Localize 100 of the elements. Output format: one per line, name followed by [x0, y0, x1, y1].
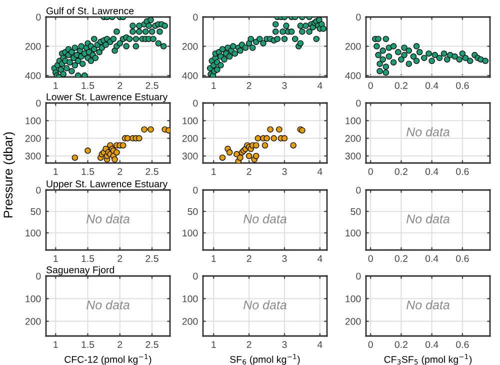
x-tick-label: 0: [368, 168, 373, 175]
x-tick-label: 2: [118, 168, 122, 175]
x-tick-label: 4: [317, 341, 322, 348]
x-tick-label: 2: [246, 341, 252, 348]
x-tick-label: 2.5: [146, 168, 158, 175]
x-tick-label: 2: [246, 82, 252, 89]
y-tick-label: 0: [193, 186, 198, 194]
x-tick-label: 0.2: [394, 168, 408, 175]
y-tick-label: 100: [182, 230, 198, 236]
y-tick-label: 0: [193, 14, 198, 21]
x-tick-label: 1: [54, 168, 58, 175]
y-tick-label: 400: [25, 72, 41, 80]
y-tick-label: 50: [188, 208, 198, 216]
y-tick-label: 0: [193, 100, 198, 107]
y-tick-label: 100: [346, 117, 361, 124]
y-tick-label: 200: [345, 135, 361, 142]
x-tick-label: 2.5: [146, 255, 158, 262]
x-tick-label: 0: [368, 341, 373, 348]
x-tick-label: 1.5: [82, 341, 94, 348]
x-tick-label: 3: [282, 255, 287, 262]
x-tick-label: 0.4: [425, 255, 438, 262]
x-tick-label: 4: [317, 168, 322, 175]
x-tick-label: 1: [54, 341, 58, 348]
x-tick-label: 2: [246, 255, 252, 262]
x-tick-label: 0.4: [425, 168, 438, 175]
y-tick-label: 0: [193, 272, 198, 280]
x-tick-label: 4: [317, 82, 322, 89]
y-tick-label: 200: [25, 135, 41, 142]
x-tick-label: 2: [246, 168, 252, 175]
y-tick-label: 100: [182, 117, 198, 124]
y-tick-label: 0: [36, 14, 41, 21]
y-tick-label: 200: [345, 318, 361, 325]
chart-title: Upper St. Lawrence Estuary: [46, 180, 168, 190]
y-tick-label: 200: [25, 318, 41, 325]
y-tick-label: 100: [26, 295, 41, 302]
x-tick-label: 0.2: [394, 255, 408, 262]
chart-title: Saguenay Fjord: [46, 266, 114, 276]
y-tick-label: 0: [36, 272, 41, 280]
y-axis-title: Pressure (dbar): [3, 132, 15, 218]
y-tick-label: 200: [182, 318, 198, 325]
y-tick-label: 200: [182, 43, 198, 50]
annotation: No data: [406, 300, 450, 310]
x-tick-label: 1: [212, 82, 216, 89]
x-tick-label: 0.4: [425, 82, 438, 89]
x-tick-label: 1.5: [82, 82, 94, 89]
y-tick-label: 400: [182, 72, 198, 80]
y-tick-label: 100: [346, 230, 361, 236]
x-axis-title: CF$_{3}$SF$_{5}$ (pmol kg$^{−1}$): [384, 354, 472, 365]
chart-title: Lower St. Lawrence Estuary: [46, 93, 168, 102]
y-tick-label: 300: [345, 152, 361, 160]
x-tick-label: 0.4: [425, 341, 438, 348]
x-tick-label: 1: [54, 255, 58, 262]
y-tick-label: 0: [36, 186, 41, 194]
x-axis-title: SF$_{6}$ (pmol kg$^{−1}$): [230, 354, 300, 365]
x-tick-label: 0.6: [456, 341, 469, 348]
y-tick-label: 50: [30, 208, 41, 216]
y-tick-label: 100: [346, 295, 361, 302]
chart-title: Gulf of St. Lawrence: [46, 7, 134, 14]
y-tick-label: 100: [26, 117, 41, 124]
x-tick-label: 0.6: [456, 168, 469, 175]
x-tick-label: 2.5: [146, 341, 158, 348]
y-tick-label: 200: [25, 43, 41, 50]
annotation: No data: [406, 214, 450, 224]
x-tick-label: 0.2: [394, 82, 408, 89]
x-tick-label: 0.6: [456, 82, 469, 89]
y-tick-label: 100: [26, 230, 41, 236]
x-tick-label: 1: [212, 168, 216, 175]
y-tick-label: 300: [182, 152, 198, 160]
y-tick-label: 0: [356, 100, 361, 107]
annotation: No data: [406, 127, 450, 136]
x-tick-label: 0.2: [394, 341, 408, 348]
annotation: No data: [243, 300, 286, 310]
x-tick-label: 1: [54, 82, 58, 89]
y-tick-label: 400: [345, 72, 361, 80]
x-tick-label: 0.6: [456, 255, 469, 262]
annotation: No data: [86, 214, 130, 224]
x-axis-title: CFC-12 (pmol kg$^{−1}$): [64, 354, 152, 365]
y-tick-label: 200: [182, 135, 198, 142]
annotation: No data: [86, 300, 130, 310]
x-tick-label: 2: [118, 255, 122, 262]
x-tick-label: 0: [368, 255, 373, 262]
y-tick-label: 200: [345, 43, 361, 50]
y-tick-label: 50: [350, 208, 361, 216]
x-tick-label: 4: [317, 255, 322, 262]
x-tick-label: 3: [282, 341, 287, 348]
y-tick-label: 0: [356, 186, 361, 194]
x-tick-label: 3: [282, 168, 287, 175]
x-tick-label: 1.5: [82, 255, 94, 262]
x-tick-label: 0: [368, 82, 373, 89]
y-tick-label: 100: [182, 295, 198, 302]
y-tick-label: 0: [356, 14, 361, 21]
annotation: No data: [243, 214, 286, 224]
x-tick-label: 2: [118, 341, 122, 348]
x-tick-label: 1: [212, 341, 216, 348]
y-tick-label: 0: [36, 100, 41, 107]
x-tick-label: 2.5: [146, 82, 158, 89]
x-tick-label: 3: [282, 82, 287, 89]
x-tick-label: 2: [118, 82, 122, 89]
y-tick-label: 0: [356, 272, 361, 280]
x-tick-label: 1.5: [82, 168, 94, 175]
